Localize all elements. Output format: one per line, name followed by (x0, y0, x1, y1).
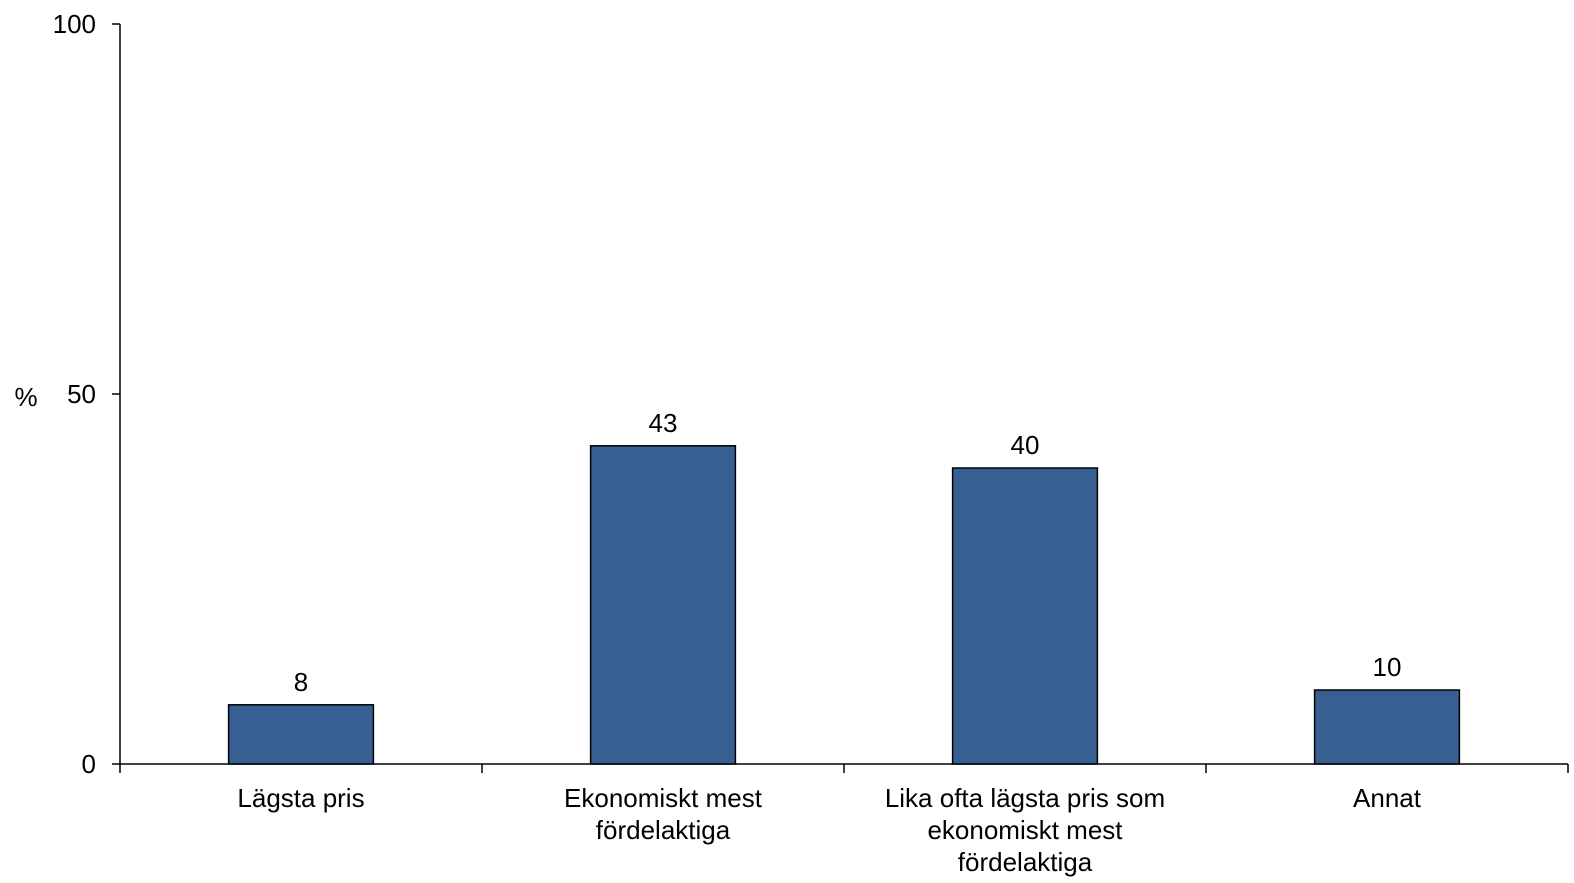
bar-value-label: 10 (1373, 652, 1402, 682)
category-label-line: Ekonomiskt mest (564, 783, 763, 813)
bars (227, 445, 1461, 765)
bar-value-label: 43 (649, 408, 678, 438)
bar-value-label: 40 (1011, 430, 1040, 460)
bar (227, 704, 375, 765)
x-ticks (119, 764, 1569, 773)
y-axis-label: % (14, 382, 37, 412)
y-tick-label: 0 (82, 749, 96, 779)
bar-value-label: 8 (294, 667, 308, 697)
category-label-line: fördelaktiga (596, 815, 731, 845)
category-labels: Lägsta pris Ekonomiskt mest fördelaktigaLi… (237, 783, 1421, 877)
category-label: Annat (1353, 783, 1422, 813)
y-ticks: 0 50 100 (53, 9, 120, 779)
bar (1313, 689, 1461, 765)
y-tick-label: 50 (67, 379, 96, 409)
category-label-line: ekonomiskt mest (927, 815, 1123, 845)
bar (951, 467, 1099, 765)
category-label-line: fördelaktiga (958, 847, 1093, 877)
category-label-line: Lika ofta lägsta pris som (885, 783, 1165, 813)
y-tick-label: 100 (53, 9, 96, 39)
category-label: Ekonomiskt mest fördelaktiga (564, 783, 763, 845)
axes (119, 24, 1568, 765)
bar (589, 445, 737, 765)
category-label-line: Annat (1353, 783, 1422, 813)
category-label: Lika ofta lägsta pris som ekonomiskt mest… (885, 783, 1165, 877)
data-labels: 8 43 40 10 (294, 408, 1402, 697)
category-label-line: Lägsta pris (237, 783, 364, 813)
category-label: Lägsta pris (237, 783, 364, 813)
